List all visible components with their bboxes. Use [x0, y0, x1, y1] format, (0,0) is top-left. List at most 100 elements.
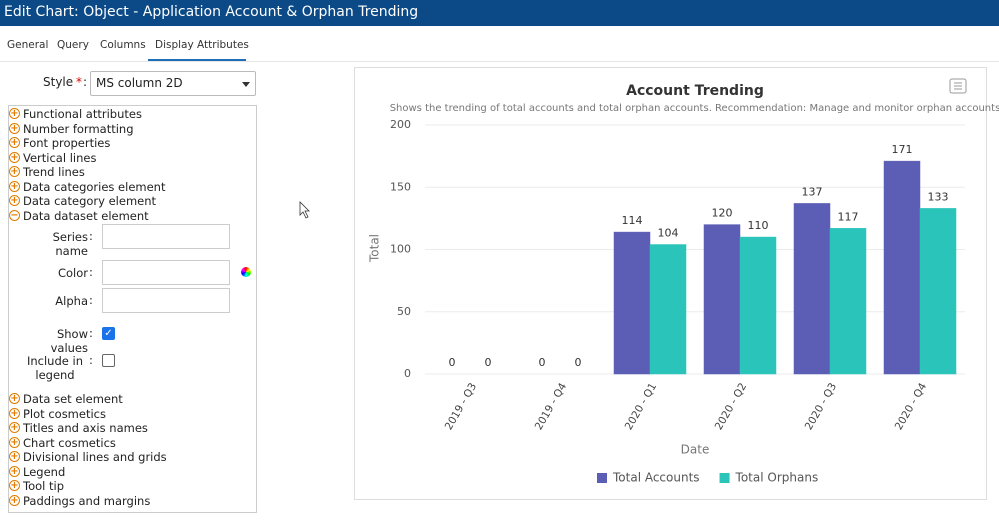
style-select[interactable]: MS column 2D: [90, 71, 256, 96]
menu-lines: [954, 82, 962, 90]
bar: [739, 236, 777, 375]
toggle-icon[interactable]: +: [9, 480, 20, 491]
tree-item[interactable]: Data dataset element: [23, 208, 149, 223]
tab[interactable]: Query: [57, 39, 89, 51]
bar: [613, 231, 651, 375]
tree-item[interactable]: Paddings and margins: [23, 493, 151, 508]
tree-item[interactable]: Data category element: [23, 194, 157, 208]
x-tick-label: 2019 - Q3: [443, 381, 479, 432]
tree-item[interactable]: Vertical lines: [23, 150, 97, 165]
x-tick-label: 2019 - Q4: [533, 381, 570, 432]
y-tick-label: 100: [390, 243, 411, 256]
field-separator: :: [89, 293, 93, 307]
toggle-icon[interactable]: +: [9, 166, 20, 177]
data-label: 171: [892, 143, 913, 156]
chart-subtitle: Shows the trending of total accounts and…: [390, 103, 999, 114]
chart-panel: [354, 67, 987, 500]
toggle-icon[interactable]: +: [9, 422, 20, 433]
tree-item[interactable]: Data set element: [23, 392, 123, 406]
x-axis-label: Date: [681, 443, 710, 457]
toggle-icon[interactable]: +: [9, 151, 20, 163]
toggle-icon[interactable]: +: [9, 180, 20, 192]
tree-item[interactable]: Plot cosmetics: [23, 406, 106, 421]
toggle-icon[interactable]: +: [9, 108, 20, 119]
separator: :: [83, 75, 88, 89]
toggle-icon[interactable]: +: [9, 451, 20, 462]
dropdown-arrow: [242, 82, 250, 87]
toggle-icon[interactable]: +: [9, 195, 20, 206]
data-label: 120: [712, 207, 733, 220]
data-label: 110: [748, 219, 769, 232]
toggle-icon[interactable]: +: [9, 393, 20, 404]
field-separator: :: [89, 353, 93, 367]
tree-item[interactable]: Titles and axis names: [23, 421, 148, 435]
legend-label: Total Orphans: [735, 471, 819, 485]
data-label: 0: [575, 356, 582, 369]
tree-item[interactable]: Data categories element: [23, 179, 166, 194]
style-label: Style: [43, 75, 74, 89]
tree-item[interactable]: Tool tip: [23, 479, 64, 493]
legend-swatch: [597, 473, 607, 483]
bar: [919, 208, 957, 375]
tree-item[interactable]: Functional attributes: [23, 107, 142, 121]
x-tick-label: 2020 - Q1: [623, 381, 659, 432]
data-label: 114: [622, 214, 643, 227]
text-input[interactable]: [102, 224, 230, 249]
legend-label: Total Accounts: [612, 471, 700, 485]
data-label: 104: [658, 227, 679, 240]
text-input[interactable]: [102, 260, 230, 285]
x-tick-label: 2020 - Q4: [893, 381, 930, 432]
mouse-cursor: [299, 201, 310, 219]
toggle-icon[interactable]: −: [9, 209, 20, 221]
window-title: Edit Chart: Object - Application Account…: [4, 4, 419, 20]
chart-title: Account Trending: [626, 83, 764, 99]
color-picker[interactable]: [241, 267, 251, 277]
x-tick-label: 2020 - Q2: [713, 381, 749, 432]
bar: [703, 224, 741, 375]
toggle-icon[interactable]: +: [9, 122, 20, 134]
legend-swatch: [719, 473, 730, 483]
toggle-icon[interactable]: +: [9, 407, 20, 419]
bar: [793, 203, 831, 375]
data-label: 133: [928, 190, 949, 203]
tree-item[interactable]: Chart cosmetics: [23, 435, 116, 450]
data-label: 0: [449, 356, 456, 369]
bar: [883, 160, 921, 375]
field-separator: :: [89, 265, 93, 279]
bar: [649, 244, 687, 375]
active-tab-underline: [148, 59, 246, 61]
toggle-icon[interactable]: +: [9, 436, 20, 448]
data-label: 0: [485, 356, 492, 369]
field-separator: :: [89, 229, 93, 243]
checkbox[interactable]: [102, 354, 115, 367]
title-bar: Edit Chart: Object - Application Account…: [0, 0, 999, 26]
checkbox[interactable]: ✓: [102, 327, 115, 340]
style-value: MS column 2D: [96, 76, 183, 90]
tab[interactable]: Columns: [100, 39, 146, 51]
toggle-icon[interactable]: +: [9, 137, 20, 148]
field-label: Show values: [50, 327, 88, 355]
tree-item[interactable]: Font properties: [23, 136, 111, 150]
tab-divider: [0, 61, 999, 62]
y-axis-label: Total: [368, 234, 382, 263]
toggle-icon[interactable]: +: [9, 494, 20, 506]
tab[interactable]: General: [7, 39, 49, 51]
toggle-icon[interactable]: +: [9, 465, 20, 477]
data-label: 137: [802, 185, 823, 198]
y-tick-label: 50: [397, 305, 411, 318]
y-tick-label: 200: [390, 118, 411, 131]
bar: [829, 228, 867, 375]
required-mark: *: [76, 75, 82, 89]
tree-item[interactable]: Legend: [23, 464, 66, 479]
tree-item[interactable]: Trend lines: [23, 165, 85, 179]
attribute-tree: [8, 105, 257, 513]
data-label: 117: [838, 210, 859, 223]
field-separator: :: [89, 326, 93, 340]
tab[interactable]: Display Attributes: [155, 39, 249, 51]
field-label: Include in legend: [26, 354, 83, 382]
tree-item[interactable]: Number formatting: [23, 121, 134, 136]
text-input[interactable]: [102, 288, 230, 313]
tree-item[interactable]: Divisional lines and grids: [23, 450, 167, 464]
